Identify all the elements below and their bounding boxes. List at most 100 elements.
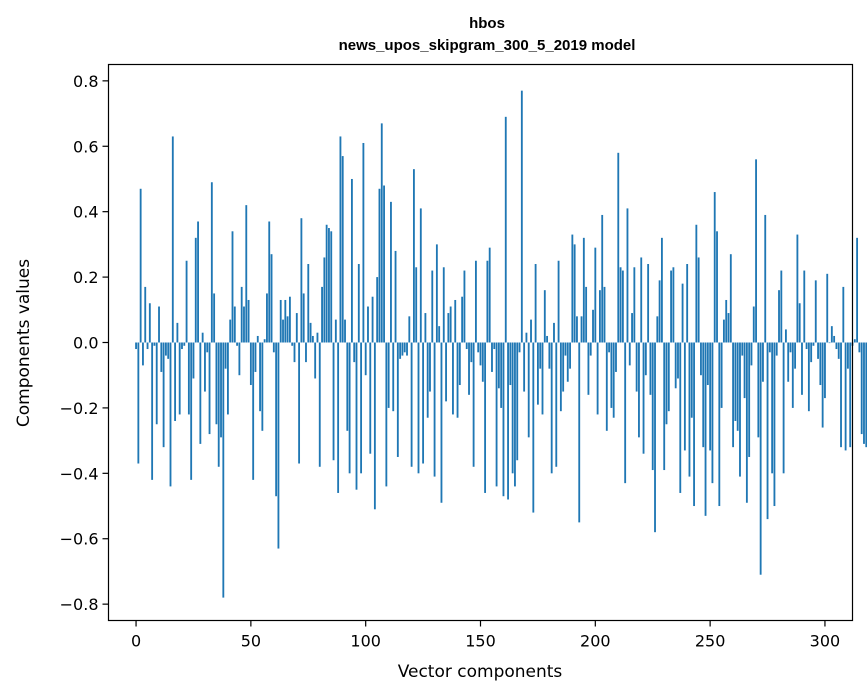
bar-164 bbox=[511, 342, 514, 474]
bar-28 bbox=[199, 342, 202, 444]
y-tick-label: 0.8 bbox=[73, 72, 98, 91]
bar-267 bbox=[748, 342, 751, 457]
bar-96 bbox=[355, 342, 358, 490]
bar-102 bbox=[369, 342, 372, 454]
bar-131 bbox=[435, 244, 438, 343]
bar-207 bbox=[610, 342, 613, 408]
bar-234 bbox=[672, 267, 675, 343]
bar-200 bbox=[594, 247, 597, 343]
bar-167 bbox=[518, 342, 521, 353]
bar-86 bbox=[332, 342, 335, 461]
bar-146 bbox=[470, 342, 473, 363]
bar-287 bbox=[794, 342, 797, 369]
bar-73 bbox=[302, 293, 305, 343]
bar-89 bbox=[339, 136, 342, 343]
bar-286 bbox=[791, 342, 794, 408]
bar-205 bbox=[605, 342, 608, 431]
bar-53 bbox=[256, 335, 259, 343]
bar-223 bbox=[647, 264, 650, 343]
bar-213 bbox=[624, 342, 627, 484]
bar-250 bbox=[709, 342, 712, 451]
bar-33 bbox=[210, 182, 213, 343]
bar-229 bbox=[660, 237, 663, 343]
bar-121 bbox=[412, 169, 415, 343]
bar-138 bbox=[452, 342, 454, 415]
bar-24 bbox=[190, 342, 193, 480]
bar-237 bbox=[679, 342, 682, 493]
bar-45 bbox=[238, 342, 241, 376]
bar-95 bbox=[353, 342, 356, 363]
bar-318 bbox=[865, 342, 867, 448]
bar-127 bbox=[426, 342, 429, 418]
bar-19 bbox=[178, 342, 181, 415]
bar-77 bbox=[311, 335, 314, 343]
bar-179 bbox=[546, 335, 549, 343]
bar-46 bbox=[240, 286, 243, 343]
bar-185 bbox=[559, 342, 562, 412]
bar-136 bbox=[447, 313, 450, 343]
bar-197 bbox=[587, 342, 590, 395]
bar-126 bbox=[424, 313, 427, 343]
bar-231 bbox=[665, 342, 668, 425]
bar-256 bbox=[722, 319, 725, 343]
bar-198 bbox=[589, 342, 592, 356]
bar-113 bbox=[394, 250, 397, 343]
bar-303 bbox=[830, 326, 833, 343]
bar-99 bbox=[362, 142, 365, 343]
bar-85 bbox=[330, 231, 333, 343]
bar-214 bbox=[626, 208, 629, 343]
bar-258 bbox=[727, 313, 730, 343]
bar-16 bbox=[171, 136, 174, 343]
bar-180 bbox=[548, 342, 551, 369]
y-tick-label: −0.2 bbox=[60, 399, 99, 418]
bar-159 bbox=[500, 342, 503, 408]
bar-310 bbox=[846, 342, 849, 369]
bar-68 bbox=[291, 342, 294, 346]
bar-296 bbox=[814, 280, 817, 343]
bar-26 bbox=[194, 237, 197, 343]
bar-1 bbox=[137, 342, 140, 464]
bar-289 bbox=[798, 303, 801, 343]
bar-103 bbox=[371, 296, 374, 343]
bar-208 bbox=[612, 342, 615, 418]
bar-129 bbox=[431, 270, 434, 343]
bar-247 bbox=[702, 342, 705, 448]
bar-261 bbox=[734, 342, 737, 421]
bar-172 bbox=[530, 319, 532, 343]
bar-6 bbox=[148, 303, 151, 343]
bar-307 bbox=[840, 342, 842, 448]
bar-141 bbox=[458, 342, 461, 386]
bar-308 bbox=[842, 286, 845, 343]
bar-317 bbox=[863, 342, 865, 444]
bar-281 bbox=[780, 270, 783, 343]
bar-44 bbox=[236, 342, 239, 346]
bar-170 bbox=[525, 332, 528, 343]
bar-47 bbox=[243, 306, 245, 343]
bar-20 bbox=[181, 342, 183, 350]
x-axis-ticks: 0 50 100 150 200 250 300 bbox=[131, 620, 840, 651]
bar-169 bbox=[523, 342, 526, 392]
bar-114 bbox=[396, 342, 399, 457]
bar-38 bbox=[222, 342, 225, 598]
bar-228 bbox=[658, 280, 661, 343]
bar-91 bbox=[344, 319, 346, 343]
x-tick-label: 250 bbox=[695, 632, 726, 651]
bar-153 bbox=[486, 260, 489, 343]
bar-222 bbox=[644, 342, 647, 376]
bar-209 bbox=[615, 342, 617, 372]
bar-71 bbox=[298, 342, 301, 464]
bar-123 bbox=[417, 342, 420, 474]
bar-224 bbox=[649, 342, 652, 395]
bar-225 bbox=[651, 342, 654, 471]
bar-259 bbox=[729, 254, 732, 343]
bar-181 bbox=[550, 342, 553, 474]
bar-144 bbox=[465, 342, 468, 350]
bar-66 bbox=[286, 316, 289, 343]
bar-150 bbox=[479, 342, 482, 366]
bar-315 bbox=[858, 342, 861, 353]
bar-152 bbox=[484, 342, 487, 493]
bar-4 bbox=[144, 286, 147, 343]
bar-81 bbox=[321, 286, 323, 343]
bar-295 bbox=[812, 342, 815, 346]
y-tick-label: 0.0 bbox=[73, 334, 98, 353]
